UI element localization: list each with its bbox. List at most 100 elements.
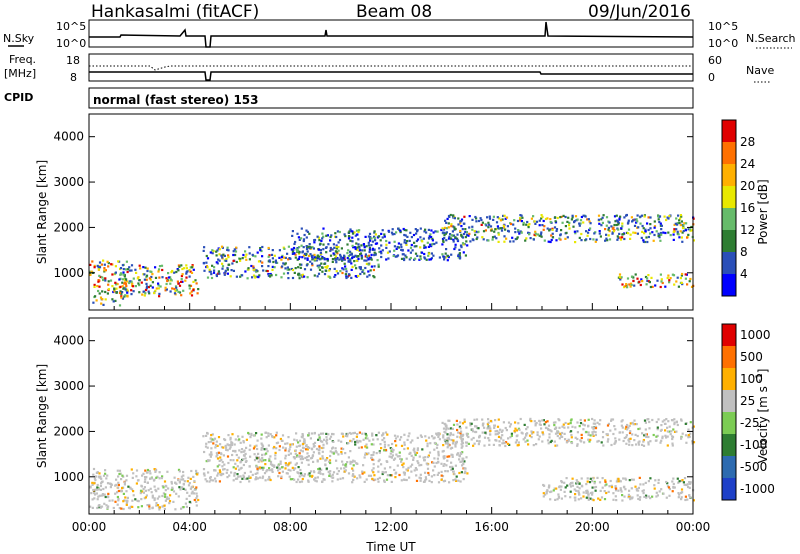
scatter-cell [692, 441, 696, 444]
scatter-cell [364, 433, 367, 436]
scatter-cell [181, 273, 184, 276]
scatter-cell [354, 264, 357, 267]
scatter-cell [644, 228, 647, 231]
scatter-cell [415, 474, 418, 477]
scatter-cell [299, 458, 302, 461]
scatter-cell [437, 471, 440, 474]
scatter-cell [267, 255, 270, 258]
scatter-cell [509, 240, 512, 243]
scatter-cell [283, 256, 286, 259]
scatter-cell [268, 467, 271, 470]
scatter-cell [224, 438, 227, 442]
scatter-cell [274, 259, 277, 262]
scatter-cell [226, 248, 229, 251]
scatter-cell [160, 264, 164, 267]
scatter-cell [132, 285, 135, 288]
scatter-cell [257, 276, 260, 279]
scatter-cell [371, 240, 374, 243]
scatter-cell [343, 233, 346, 236]
scatter-cell [639, 283, 642, 287]
scatter-cell [332, 243, 335, 246]
scatter-cell [205, 434, 208, 437]
scatter-cell [684, 273, 687, 276]
scatter-cell [649, 497, 652, 500]
scatter-cell [468, 226, 471, 229]
scatter-cell [149, 472, 152, 475]
scatter-cell [398, 438, 402, 441]
scatter-cell [504, 426, 507, 430]
scatter-cell [430, 252, 433, 255]
scatter-cell [302, 442, 305, 445]
scatter-cell [624, 477, 627, 480]
scatter-cell [356, 248, 359, 251]
scatter-cell [185, 267, 188, 270]
scatter-cell [379, 250, 382, 253]
scatter-cell [447, 436, 450, 439]
noise-right-label: N.Search [746, 32, 796, 45]
scatter-cell [617, 489, 620, 492]
scatter-cell [260, 249, 263, 253]
scatter-cell [625, 425, 628, 428]
scatter-cell [370, 253, 373, 256]
colorbar-swatch [722, 186, 736, 208]
scatter-cell [92, 301, 95, 304]
scatter-cell [222, 468, 225, 471]
scatter-cell [562, 423, 565, 426]
scatter-cell [571, 425, 574, 428]
scatter-cell [450, 223, 453, 226]
scatter-cell [461, 438, 464, 441]
scatter-cell [297, 478, 300, 481]
scatter-cell [99, 296, 103, 299]
scatter-cell [121, 281, 124, 284]
scatter-cell [287, 468, 290, 471]
scatter-cell [206, 446, 209, 449]
scatter-cell [281, 265, 284, 268]
scatter-cell [178, 470, 181, 473]
scatter-cell [457, 254, 460, 257]
scatter-cell [367, 452, 370, 455]
scatter-cell [442, 436, 445, 439]
scatter-cell [121, 278, 125, 281]
scatter-cell [192, 475, 195, 478]
scatter-cell [604, 480, 607, 483]
scatter-cell [641, 224, 644, 228]
scatter-cell [564, 495, 567, 498]
scatter-cell [137, 479, 140, 482]
scatter-cell [155, 504, 158, 507]
scatter-cell [226, 468, 229, 472]
scatter-cell [644, 230, 647, 233]
scatter-cell [660, 424, 663, 427]
scatter-cell [443, 256, 446, 259]
scatter-cell [329, 461, 332, 465]
scatter-cell [626, 277, 630, 280]
scatter-cell [463, 460, 466, 463]
scatter-cell [571, 214, 574, 217]
scatter-cell [153, 292, 156, 295]
scatter-cell [324, 258, 327, 261]
scatter-cell [207, 471, 210, 474]
scatter-cell [431, 239, 434, 242]
scatter-cell [637, 489, 640, 492]
scatter-cell [689, 482, 692, 485]
scatter-cell [452, 470, 455, 473]
scatter-cell [108, 482, 111, 485]
scatter-cell [153, 485, 156, 488]
scatter-cell [345, 276, 348, 280]
scatter-cell [400, 444, 404, 447]
scatter-cell [668, 425, 671, 428]
scatter-cell [340, 450, 343, 454]
scatter-cell [132, 277, 135, 280]
scatter-cell [120, 295, 123, 298]
scatter-cell [215, 273, 218, 276]
scatter-cell [311, 262, 314, 265]
scatter-cell [164, 286, 167, 289]
scatter-cell [577, 491, 580, 494]
scatter-cell [447, 444, 450, 447]
scatter-cell [355, 275, 358, 278]
scatter-cell [384, 431, 388, 434]
scatter-cell [451, 455, 454, 458]
scatter-cell [465, 426, 468, 429]
scatter-cell [291, 443, 294, 446]
freq-label-line2: [MHz] [4, 67, 36, 80]
